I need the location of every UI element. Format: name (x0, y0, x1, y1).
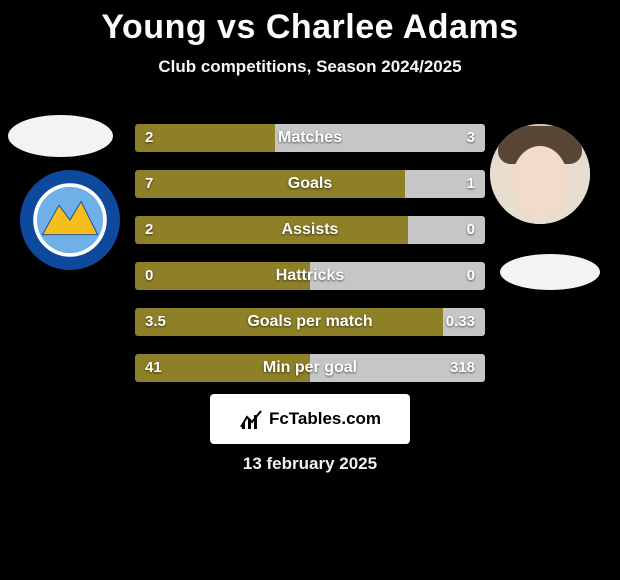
date-text: 13 february 2025 (0, 454, 620, 474)
stat-row: 3.50.33Goals per match (135, 308, 485, 336)
stat-row: 23Matches (135, 124, 485, 152)
stat-row: 20Assists (135, 216, 485, 244)
page-title: Young vs Charlee Adams (0, 0, 620, 47)
stat-value-left: 41 (145, 354, 162, 382)
branding-badge: FcTables.com (210, 394, 410, 444)
stat-value-left: 3.5 (145, 308, 166, 336)
club-badge-icon (24, 174, 116, 266)
player-right-avatar (490, 124, 590, 224)
stat-row: 41318Min per goal (135, 354, 485, 382)
player-left-avatar-placeholder (8, 115, 113, 157)
stat-value-left: 2 (145, 216, 153, 244)
stat-value-right: 0 (467, 216, 475, 244)
stat-row: 00Hattricks (135, 262, 485, 290)
stat-value-left: 2 (145, 124, 153, 152)
player-left-club-badge (20, 170, 120, 270)
comparison-bars: 23Matches71Goals20Assists00Hattricks3.50… (135, 124, 485, 400)
player-right-club-placeholder (500, 254, 600, 290)
stat-bar-left (135, 124, 275, 152)
chart-icon (239, 407, 263, 431)
stat-value-left: 7 (145, 170, 153, 198)
stat-bar-left (135, 170, 405, 198)
stat-value-left: 0 (145, 262, 153, 290)
stat-value-right: 0.33 (446, 308, 475, 336)
stat-bar-left (135, 216, 408, 244)
stat-bar-left (135, 262, 310, 290)
stat-value-right: 0 (467, 262, 475, 290)
stat-value-right: 318 (450, 354, 475, 382)
page-subtitle: Club competitions, Season 2024/2025 (0, 57, 620, 77)
stat-bar-left (135, 308, 443, 336)
branding-text: FcTables.com (269, 409, 381, 429)
stat-value-right: 1 (467, 170, 475, 198)
stat-row: 71Goals (135, 170, 485, 198)
stat-value-right: 3 (467, 124, 475, 152)
stat-bar-right (310, 262, 485, 290)
stat-bar-right (275, 124, 485, 152)
